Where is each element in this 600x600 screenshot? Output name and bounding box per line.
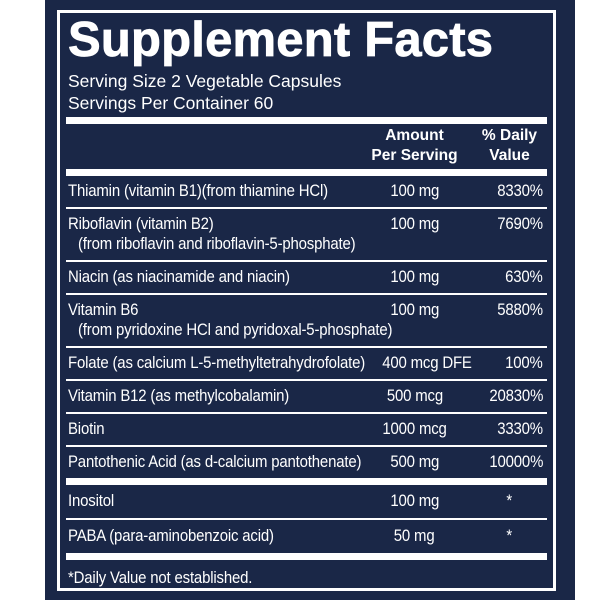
nutrient-amount: 50 mg (394, 525, 435, 545)
serving-size: Serving Size 2 Vegetable Capsules (68, 70, 342, 91)
nutrient-row: Pantothenic Acid (as d-calcium pantothen… (66, 444, 547, 478)
label-content: Supplement Facts Serving Size 2 Vegetabl… (60, 13, 553, 588)
thick-divider (66, 168, 547, 176)
nutrient-dv: 5880% (497, 299, 543, 319)
nutrient-amount: 500 mg (390, 451, 439, 471)
servings-per-container: Servings Per Container 60 (68, 92, 274, 113)
nutrient-dv: 7690% (497, 213, 543, 233)
nutrient-dv: 630% (505, 266, 543, 286)
nutrient-row: Riboflavin (vitamin B2) (from riboflavin… (66, 206, 547, 260)
nutrient-amount: 1000 mcg (382, 418, 447, 438)
thick-divider (66, 116, 547, 124)
thick-divider (66, 552, 547, 560)
nutrient-dv: 20830% (489, 385, 543, 405)
nutrient-dv: * (506, 490, 513, 510)
nutrient-name: Riboflavin (vitamin B2) (from riboflavin… (68, 213, 356, 253)
nutrient-amount: 400 mcg DFE (382, 352, 472, 372)
footnote: *Daily Value not established. (68, 567, 253, 587)
nutrient-sub-name: (from pyridoxine HCl and pyridoxal-5-pho… (78, 319, 393, 339)
nutrient-row: Vitamin B12 (as methylcobalamin) 500 mcg… (66, 378, 547, 412)
serving-info: Serving Size 2 Vegetable Capsules Servin… (68, 70, 547, 114)
nutrient-dv: 3330% (497, 418, 543, 438)
nutrient-name: Niacin (as niacinamide and niacin) (68, 266, 290, 286)
nutrient-name: Vitamin B12 (as methylcobalamin) (68, 385, 290, 405)
nutrient-name: Inositol (68, 490, 114, 510)
nutrient-row: Inositol 100 mg * (66, 485, 547, 518)
supplement-facts-panel: Supplement Facts Serving Size 2 Vegetabl… (45, 0, 575, 600)
nutrient-amount: 100 mg (390, 299, 439, 319)
nutrient-row: Niacin (as niacinamide and niacin) 100 m… (66, 259, 547, 293)
nutrient-name: Thiamin (vitamin B1)(from thiamine HCl) (68, 180, 328, 200)
label-border-frame: Supplement Facts Serving Size 2 Vegetabl… (57, 10, 556, 591)
nutrient-name: Biotin (68, 418, 105, 438)
nutrient-dv: 10000% (489, 451, 543, 471)
daily-value-header: % Daily Value (481, 126, 538, 164)
nutrient-dv: * (506, 525, 513, 545)
nutrient-name: Pantothenic Acid (as d-calcium pantothen… (68, 451, 362, 471)
nutrient-amount: 100 mg (390, 490, 439, 510)
nutrient-row: Folate (as calcium L-5-methyltetrahydrof… (66, 345, 547, 379)
nutrient-row: Vitamin B6 (from pyridoxine HCl and pyri… (66, 292, 547, 346)
nutrient-amount: 100 mg (390, 266, 439, 286)
nutrient-sub-name: (from riboflavin and riboflavin-5-phosph… (78, 233, 356, 253)
nutrient-name: Folate (as calcium L-5-methyltetrahydrof… (68, 352, 366, 372)
nutrient-amount: 100 mg (390, 213, 439, 233)
nutrient-row: Thiamin (vitamin B1)(from thiamine HCl) … (66, 176, 547, 207)
nutrient-name: Vitamin B6 (from pyridoxine HCl and pyri… (68, 299, 393, 339)
nutrient-amount: 500 mcg (386, 385, 443, 405)
thick-divider (66, 477, 547, 485)
amount-per-serving-header: Amount Per Serving (371, 126, 458, 164)
nutrient-amount: 100 mg (390, 180, 439, 200)
nutrient-name: PABA (para-aminobenzoic acid) (68, 525, 274, 545)
nutrient-dv: 100% (505, 352, 543, 372)
nutrient-row: PABA (para-aminobenzoic acid) 50 mg * (66, 517, 547, 553)
column-header-row: Amount Per Serving % Daily Value (66, 126, 547, 169)
label-title: Supplement Facts (68, 13, 494, 67)
nutrient-row: Biotin 1000 mcg 3330% (66, 411, 547, 445)
nutrient-dv: 8330% (497, 180, 543, 200)
